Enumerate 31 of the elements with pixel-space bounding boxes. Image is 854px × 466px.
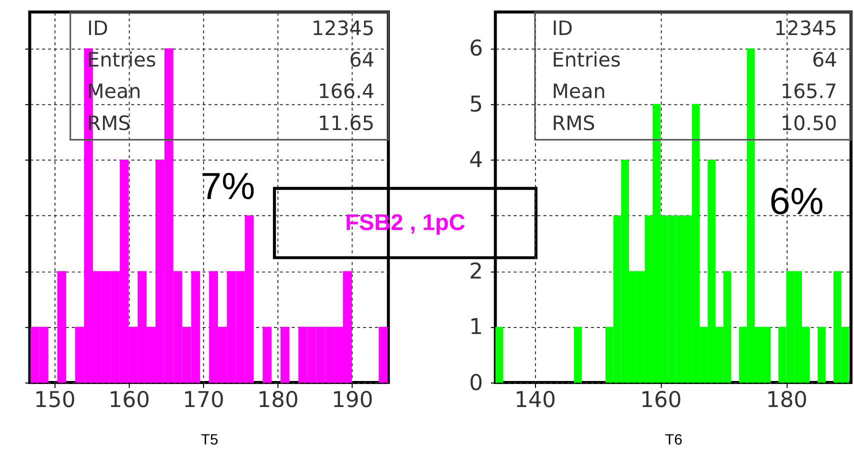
x-tick-label: 180	[257, 388, 299, 413]
annotation: 166.4	[318, 80, 374, 104]
x-tick-label: 160	[640, 388, 682, 413]
annotation: ID	[87, 16, 108, 40]
annotation: Entries	[552, 48, 621, 72]
annotation: 64	[349, 48, 374, 72]
annotation: ID	[552, 16, 573, 40]
y-tick-label: 6	[469, 36, 483, 62]
x-tick-label: 180	[766, 388, 808, 413]
x-axis-title: T5	[200, 432, 218, 448]
y-tick-label: 0	[469, 370, 483, 396]
annotation: Mean	[552, 80, 606, 104]
annotation: 12345	[774, 16, 838, 40]
x-axis-title: T6	[665, 432, 682, 448]
y-tick-label: 5	[469, 92, 483, 118]
annotation: 64	[812, 48, 838, 72]
annotation: 12345	[312, 16, 374, 40]
x-tick-label: 150	[34, 388, 76, 413]
x-tick-label: 190	[332, 388, 374, 413]
annotation: 10.50	[780, 112, 838, 135]
y-tick-label: 4	[469, 148, 483, 174]
x-tick-label: 170	[182, 388, 224, 413]
annotation: 11.65	[318, 112, 374, 135]
x-tick-label: 140	[514, 388, 556, 413]
annotation: 6%	[769, 180, 824, 222]
annotation: 165.7	[780, 80, 838, 104]
annotation: RMS	[552, 112, 596, 135]
x-tick-label: 160	[108, 388, 150, 413]
annotation: 7%	[200, 165, 256, 208]
y-tick-label: 2	[469, 260, 483, 285]
y-tick-label: 1	[469, 315, 483, 340]
